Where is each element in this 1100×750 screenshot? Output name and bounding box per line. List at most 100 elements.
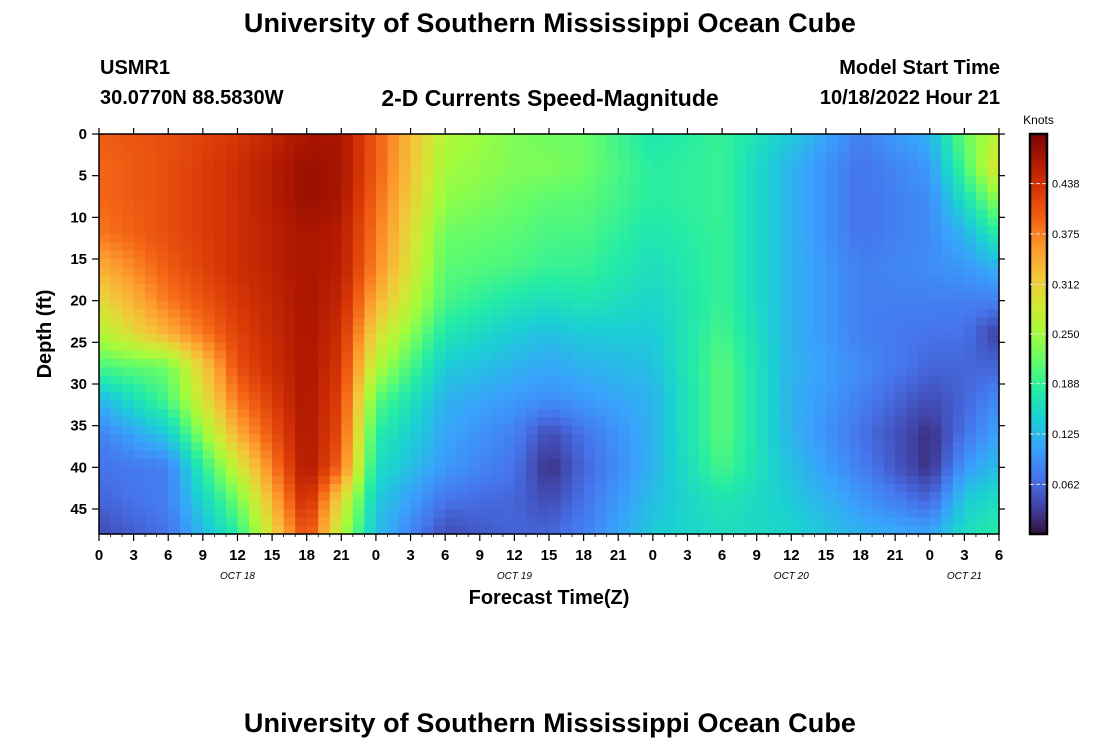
- heatmap-cell: [491, 400, 504, 410]
- heatmap-cell: [675, 317, 689, 327]
- heatmap-cell: [895, 292, 908, 302]
- heatmap-cell: [722, 325, 735, 335]
- heatmap-cell: [179, 350, 192, 360]
- x-tick-label: 18: [575, 547, 592, 564]
- heatmap-cell: [514, 359, 527, 368]
- heatmap-cell: [375, 275, 389, 285]
- heatmap-cell: [964, 459, 977, 468]
- heatmap-cell: [675, 392, 689, 402]
- heatmap-cell: [549, 159, 562, 168]
- heatmap-cell: [445, 417, 458, 427]
- heatmap-cell: [341, 234, 354, 243]
- heatmap-cell: [249, 384, 262, 393]
- heatmap-cell: [99, 442, 112, 452]
- heatmap-cell: [595, 217, 608, 227]
- heatmap-cell: [375, 367, 389, 377]
- heatmap-cell: [895, 425, 908, 435]
- heatmap-cell: [664, 142, 677, 152]
- heatmap-cell: [479, 142, 492, 152]
- heatmap-cell: [975, 275, 989, 285]
- heatmap-cell: [964, 192, 977, 202]
- heatmap-cell: [445, 225, 458, 235]
- heatmap-cell: [525, 159, 539, 168]
- heatmap-cell: [168, 267, 181, 277]
- heatmap-cell: [964, 309, 977, 318]
- heatmap-cell: [560, 275, 573, 285]
- heatmap-cell: [295, 425, 308, 435]
- heatmap-cell: [364, 292, 377, 302]
- heatmap-cell: [306, 359, 319, 368]
- heatmap-cell: [179, 142, 192, 152]
- heatmap-cell: [260, 434, 273, 443]
- heatmap-cell: [156, 450, 169, 460]
- heatmap-cell: [745, 434, 758, 443]
- heatmap-cell: [445, 325, 458, 335]
- heatmap-cell: [872, 275, 885, 285]
- heatmap-cell: [145, 334, 158, 343]
- heatmap-cell: [191, 475, 204, 485]
- heatmap-cell: [202, 350, 215, 360]
- heatmap-cell: [699, 350, 712, 360]
- heatmap-cell: [825, 450, 839, 460]
- heatmap-cell: [214, 400, 227, 410]
- heatmap-cell: [860, 309, 873, 318]
- heatmap-cell: [629, 475, 642, 485]
- heatmap-cell: [872, 284, 885, 293]
- heatmap-cell: [375, 350, 389, 360]
- heatmap-cell: [975, 134, 989, 143]
- heatmap-cell: [941, 467, 954, 477]
- heatmap-cell: [952, 459, 965, 468]
- heatmap-cell: [872, 234, 885, 243]
- heatmap-cell: [860, 142, 873, 152]
- heatmap-cell: [133, 309, 146, 318]
- heatmap-cell: [410, 517, 423, 527]
- heatmap-cell: [537, 442, 550, 452]
- heatmap-cell: [941, 350, 954, 360]
- heatmap-cell: [606, 359, 619, 368]
- heatmap-cell: [168, 409, 181, 418]
- heatmap-cell: [202, 475, 215, 485]
- heatmap-cell: [502, 292, 515, 302]
- heatmap-cell: [364, 417, 377, 427]
- heatmap-cell: [537, 184, 550, 193]
- heatmap-cell: [895, 450, 908, 460]
- heatmap-cell: [352, 442, 365, 452]
- heatmap-cell: [156, 359, 169, 368]
- heatmap-cell: [260, 259, 273, 268]
- heatmap-cell: [433, 367, 446, 377]
- heatmap-cell: [641, 217, 654, 227]
- heatmap-cell: [825, 425, 839, 435]
- heatmap-cell: [306, 375, 319, 385]
- heatmap-cell: [260, 409, 273, 418]
- heatmap-cell: [375, 375, 389, 385]
- heatmap-cell: [825, 250, 839, 260]
- heatmap-cell: [468, 184, 481, 193]
- heatmap-cell: [145, 350, 158, 360]
- heatmap-cell: [445, 442, 458, 452]
- heatmap-cell: [987, 367, 1000, 377]
- heatmap-cell: [433, 325, 446, 335]
- heatmap-cell: [283, 325, 296, 335]
- heatmap-cell: [468, 484, 481, 493]
- heatmap-cell: [929, 134, 942, 143]
- heatmap-cell: [849, 200, 862, 210]
- heatmap-cell: [283, 159, 296, 168]
- heatmap-cell: [722, 275, 735, 285]
- heatmap-cell: [883, 484, 896, 493]
- heatmap-cell: [99, 467, 112, 477]
- heatmap-cell: [364, 492, 377, 502]
- heatmap-cell: [433, 192, 446, 202]
- heatmap-cell: [410, 484, 423, 493]
- heatmap-cell: [791, 442, 804, 452]
- heatmap-cell: [283, 367, 296, 377]
- heatmap-cell: [860, 459, 873, 468]
- heatmap-cell: [572, 142, 585, 152]
- heatmap-cell: [375, 267, 389, 277]
- heatmap-cell: [387, 467, 400, 477]
- heatmap-cell: [514, 134, 527, 143]
- heatmap-cell: [364, 317, 377, 327]
- heatmap-cell: [352, 517, 365, 527]
- heatmap-cell: [283, 484, 296, 493]
- heatmap-cell: [422, 384, 435, 393]
- heatmap-cell: [987, 384, 1000, 393]
